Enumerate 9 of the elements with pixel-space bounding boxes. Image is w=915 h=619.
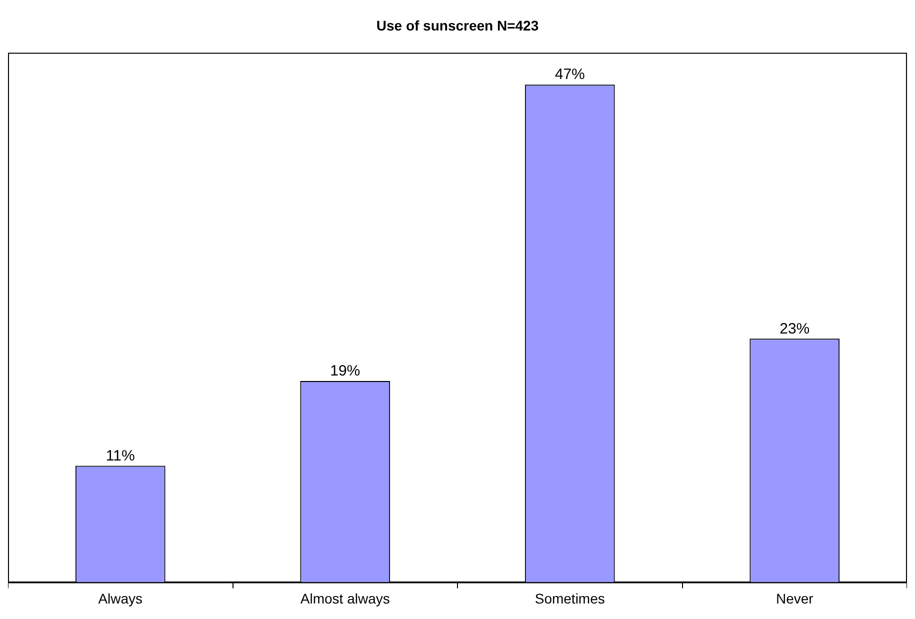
data-label: 47% bbox=[554, 66, 585, 84]
x-tick-label: Almost always bbox=[300, 590, 390, 606]
x-tick-label: Sometimes bbox=[534, 590, 605, 606]
data-label: 19% bbox=[330, 362, 360, 380]
x-tick-label: Always bbox=[98, 590, 143, 606]
chart-title: Use of sunscreen N=423 bbox=[376, 17, 539, 34]
data-label: 11% bbox=[106, 447, 135, 464]
x-tick-label: Never bbox=[776, 590, 814, 606]
data-label: 23% bbox=[780, 320, 810, 338]
